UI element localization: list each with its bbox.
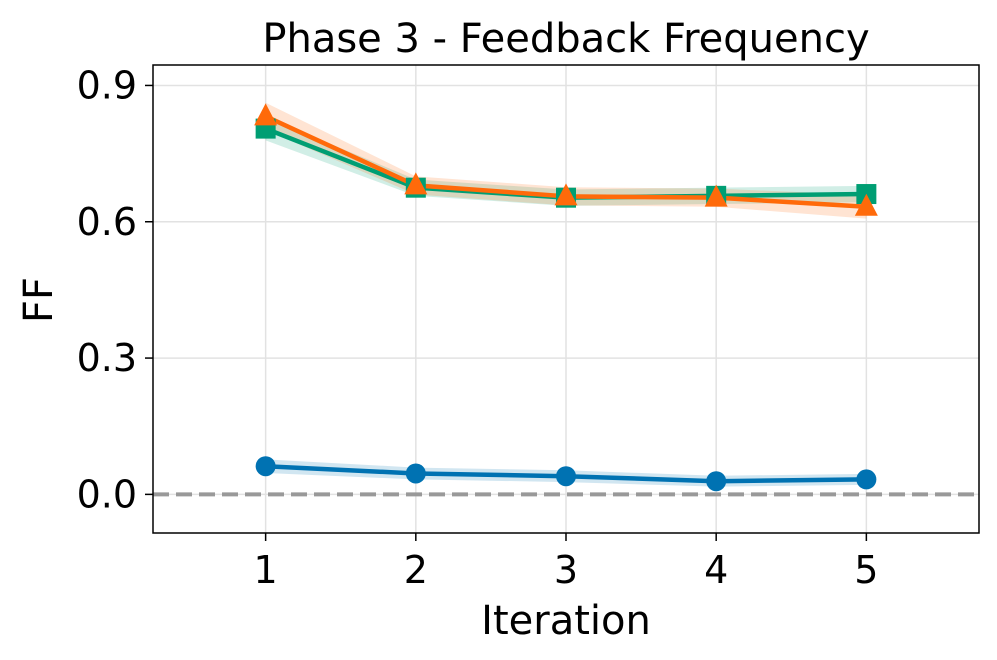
circle-series-point: [556, 466, 576, 487]
y-axis-label: FF: [16, 277, 62, 323]
y-tick-label: 0.0: [77, 472, 137, 516]
circle-series-point: [405, 463, 426, 484]
series-markers: [254, 103, 878, 492]
circle-series-point: [255, 456, 276, 477]
triangle-series-point: [704, 184, 728, 207]
circle-series-point: [706, 471, 727, 492]
y-tick-label: 0.3: [77, 336, 137, 380]
x-tick-label: 1: [254, 548, 278, 592]
x-axis-label: Iteration: [481, 598, 651, 644]
triangle-series-point: [854, 193, 878, 216]
x-tick-label: 4: [704, 548, 728, 592]
circle-series-point: [856, 469, 877, 490]
triangle-series-point: [554, 183, 578, 206]
x-tick-label: 5: [854, 548, 878, 592]
grid: [153, 65, 979, 533]
y-tick-label: 0.6: [77, 200, 137, 244]
triangle-series-point: [254, 103, 278, 126]
axis-ticks: 1 2 3 4 5 0.0 0.3 0.6 0.9: [77, 63, 879, 592]
x-tick-label: 3: [554, 548, 578, 592]
x-tick-label: 2: [404, 548, 428, 592]
triangle-series-point: [404, 172, 428, 195]
chart-title: Phase 3 - Feedback Frequency: [262, 16, 869, 62]
y-tick-label: 0.9: [77, 63, 137, 107]
